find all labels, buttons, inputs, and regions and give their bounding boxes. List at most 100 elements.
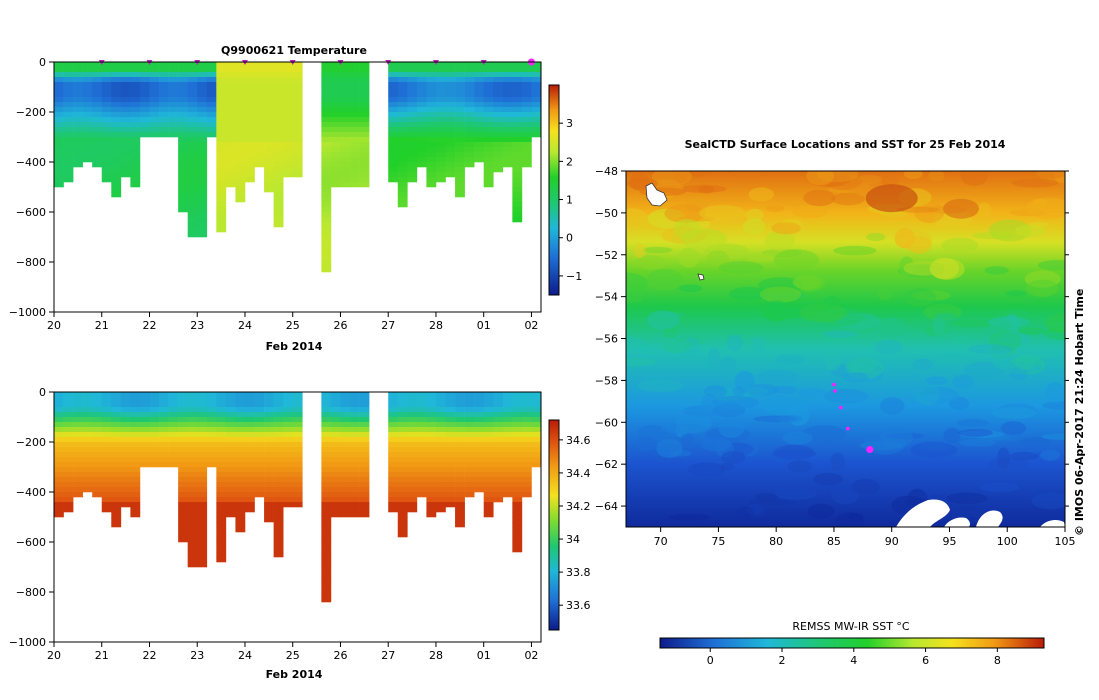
temperature-cell xyxy=(54,97,64,103)
temperature-cell xyxy=(92,62,103,68)
salinity-cell xyxy=(92,417,103,423)
salinity-cell xyxy=(244,447,255,453)
salinity-cell xyxy=(283,422,294,428)
temperature-cell xyxy=(340,167,351,173)
sst-texture-patch xyxy=(787,460,812,473)
temperature-cell xyxy=(130,142,141,148)
salinity-cell xyxy=(350,447,360,453)
salinity-cell xyxy=(225,402,236,408)
salinity-cell xyxy=(464,442,475,448)
salinity-cell xyxy=(264,402,274,408)
temperature-cell xyxy=(416,92,427,98)
sst-texture-patch xyxy=(999,320,1013,330)
temperature-cell xyxy=(130,127,141,133)
salinity-cell xyxy=(330,452,341,458)
salinity-cell xyxy=(73,422,83,428)
salinity-cell xyxy=(512,542,523,548)
temperature-cell xyxy=(474,102,485,108)
sst-texture-patch xyxy=(782,200,804,207)
salinity-cell xyxy=(445,427,456,433)
salinity-cell xyxy=(264,517,274,523)
temperature-cell xyxy=(216,197,227,203)
salinity-cell xyxy=(426,507,437,513)
temperature-cell xyxy=(54,77,64,83)
salinity-cell xyxy=(340,397,351,403)
salinity-cell xyxy=(416,442,427,448)
salinity-cell xyxy=(159,422,169,428)
temperature-cell xyxy=(120,112,131,118)
temperature-cell xyxy=(531,82,542,88)
temperature-cell xyxy=(178,67,188,73)
temperature-cell xyxy=(321,142,332,148)
salinity-cell xyxy=(350,397,360,403)
salinity-cell xyxy=(187,397,198,403)
salinity-cell xyxy=(187,457,198,463)
temperature-cell xyxy=(388,177,399,183)
salinity-cell xyxy=(120,452,131,458)
temperature-cell xyxy=(225,97,236,103)
temperature-panel: Q9900621 Temperature 20 21 22 23 24 25 26 27 28 0… xyxy=(9,44,582,353)
salinity-cell xyxy=(168,397,179,403)
temperature-cell xyxy=(101,62,112,68)
temperature-cell xyxy=(82,137,93,143)
temperature-cell xyxy=(82,77,93,83)
sst-texture-patch xyxy=(697,185,715,194)
salinity-cell xyxy=(283,482,294,488)
salinity-cell xyxy=(254,442,265,448)
temperature-cell xyxy=(455,62,465,68)
temperature-cell xyxy=(101,112,112,118)
temperature-cell xyxy=(216,82,227,88)
temperature-cell xyxy=(521,107,532,113)
salinity-cell xyxy=(168,452,179,458)
salinity-cell xyxy=(216,527,227,533)
temperature-cell xyxy=(512,87,523,93)
salinity-cell xyxy=(149,462,160,468)
salinity-cell xyxy=(73,487,83,493)
salinity-cell xyxy=(493,427,504,433)
temperature-cell xyxy=(101,122,112,128)
temperature-cell xyxy=(63,127,74,133)
salinity-cell xyxy=(264,472,274,478)
salinity-cell xyxy=(512,452,523,458)
salinity-cell xyxy=(397,417,408,423)
salinity-cell xyxy=(330,407,341,413)
temperature-cell xyxy=(168,92,179,98)
salinity-cell xyxy=(216,482,227,488)
salinity-cell xyxy=(244,437,255,443)
temperature-cell xyxy=(235,122,246,128)
salinity-cell xyxy=(512,447,523,453)
salinity-cell xyxy=(359,457,370,463)
salinity-cell xyxy=(235,447,246,453)
salinity-cell xyxy=(111,412,122,418)
salinity-cell xyxy=(388,507,399,513)
salinity-cell xyxy=(82,452,93,458)
salinity-cell xyxy=(216,512,227,518)
x-tick-label: 21 xyxy=(95,319,109,332)
salinity-cell xyxy=(474,422,485,428)
salinity-cell xyxy=(340,452,351,458)
salinity-cell xyxy=(493,497,504,503)
salinity-cell xyxy=(321,537,332,543)
temperature-cell xyxy=(521,157,532,163)
salinity-cell xyxy=(244,482,255,488)
temperature-cell xyxy=(474,137,485,143)
salinity-cell xyxy=(139,457,150,463)
salinity-cell xyxy=(292,422,303,428)
temperature-cell xyxy=(187,172,198,178)
salinity-cell xyxy=(321,542,332,548)
temperature-cell xyxy=(321,117,332,123)
temperature-cell xyxy=(340,107,351,113)
salinity-cell xyxy=(502,422,513,428)
sst-texture-patch xyxy=(626,295,643,303)
salinity-cell xyxy=(350,502,360,508)
temperature-cell xyxy=(531,87,542,93)
salinity-cell xyxy=(483,452,494,458)
temperature-cell xyxy=(340,177,351,183)
temperature-cell xyxy=(455,72,465,78)
salinity-cell xyxy=(292,452,303,458)
temperature-cell xyxy=(474,87,485,93)
salinity-cell xyxy=(493,417,504,423)
temperature-cell xyxy=(197,117,208,123)
temperature-cell xyxy=(426,112,437,118)
salinity-cell xyxy=(273,417,284,423)
